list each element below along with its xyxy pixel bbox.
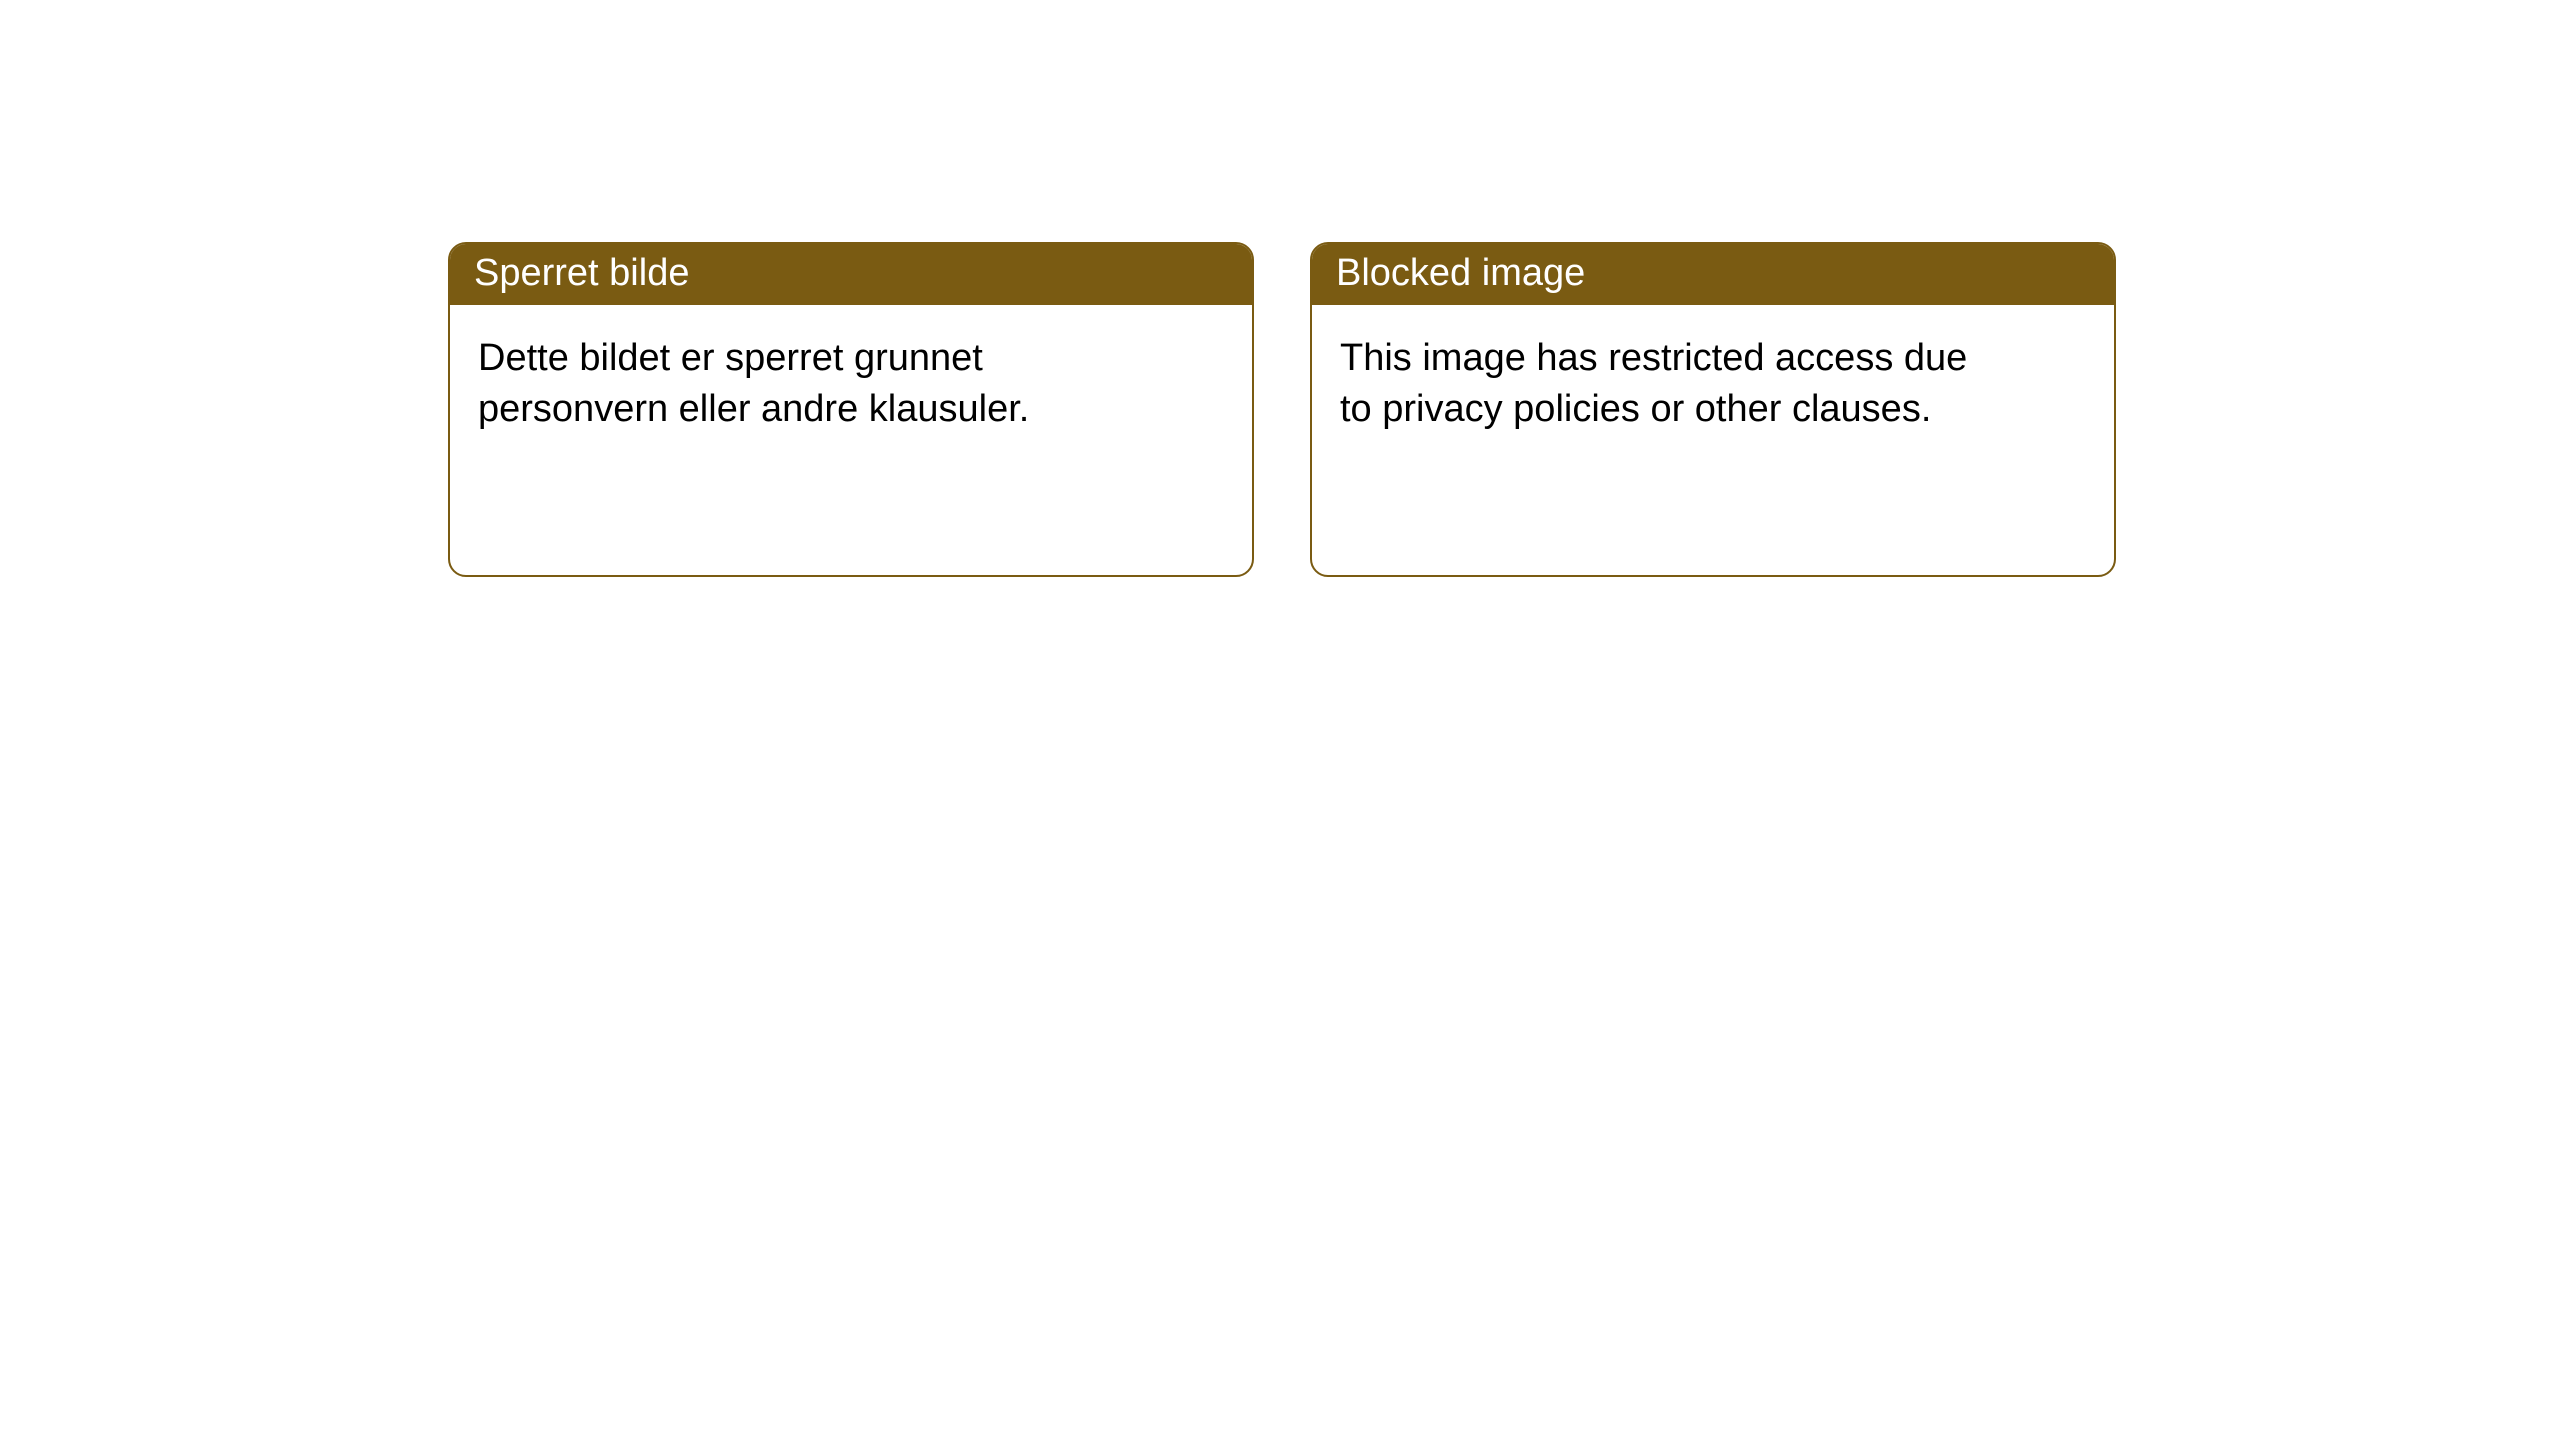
notice-body-norwegian: Dette bildet er sperret grunnet personve… xyxy=(450,305,1252,464)
notice-body-english: This image has restricted access due to … xyxy=(1312,305,2114,464)
notice-card-norwegian: Sperret bilde Dette bildet er sperret gr… xyxy=(448,242,1254,577)
notice-card-english: Blocked image This image has restricted … xyxy=(1310,242,2116,577)
notice-text-english: This image has restricted access due to … xyxy=(1340,333,1980,436)
notice-title-norwegian: Sperret bilde xyxy=(450,244,1252,305)
notice-text-norwegian: Dette bildet er sperret grunnet personve… xyxy=(478,333,1118,436)
notice-container: Sperret bilde Dette bildet er sperret gr… xyxy=(0,0,2560,577)
notice-title-english: Blocked image xyxy=(1312,244,2114,305)
